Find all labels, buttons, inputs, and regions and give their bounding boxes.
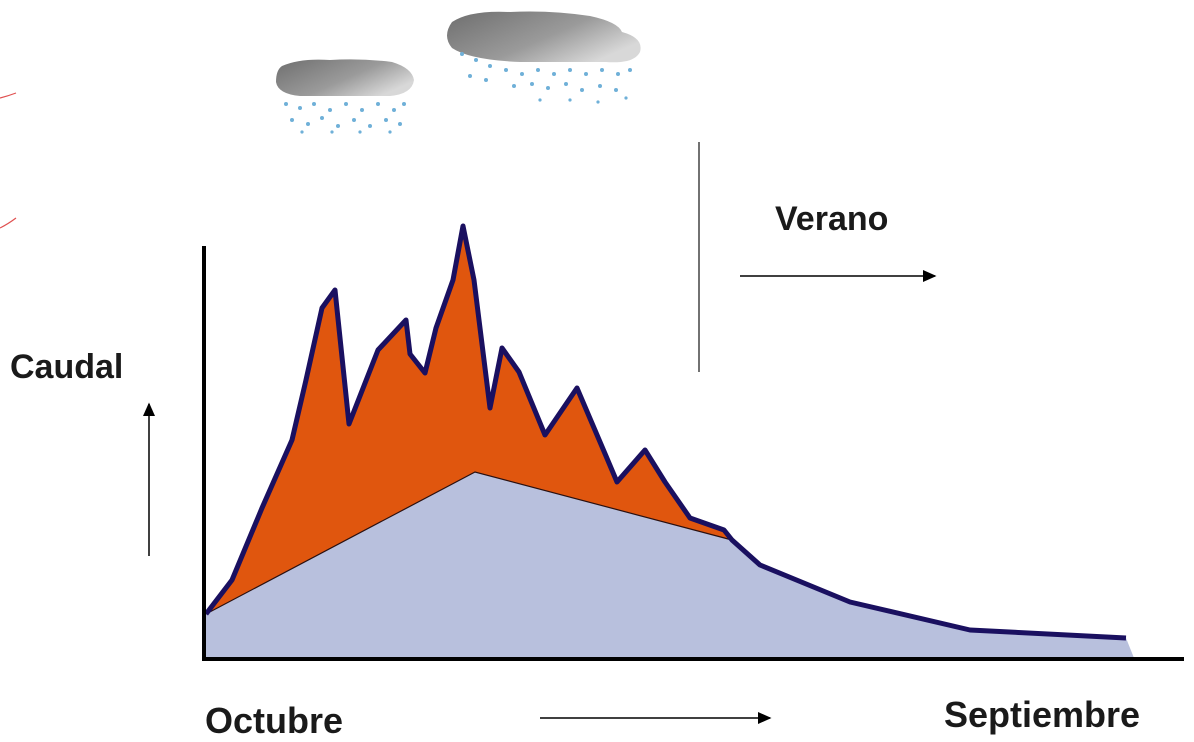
rain-icon bbox=[460, 52, 632, 104]
start-month-label: Octubre bbox=[205, 700, 344, 741]
cloud-icon bbox=[276, 59, 414, 96]
end-month-label: Septiembre bbox=[944, 694, 1141, 735]
hydrograph-line bbox=[204, 223, 1127, 641]
edge-mark-top bbox=[0, 92, 17, 99]
base-flow-area bbox=[206, 472, 1134, 658]
flow-axis-label: Caudal bbox=[10, 348, 124, 386]
season-label: Verano bbox=[775, 200, 889, 238]
rain-icon bbox=[284, 102, 406, 134]
cloud-icon bbox=[447, 11, 641, 63]
baseflow-separation-line bbox=[205, 471, 733, 615]
edge-mark-bottom bbox=[0, 217, 17, 229]
